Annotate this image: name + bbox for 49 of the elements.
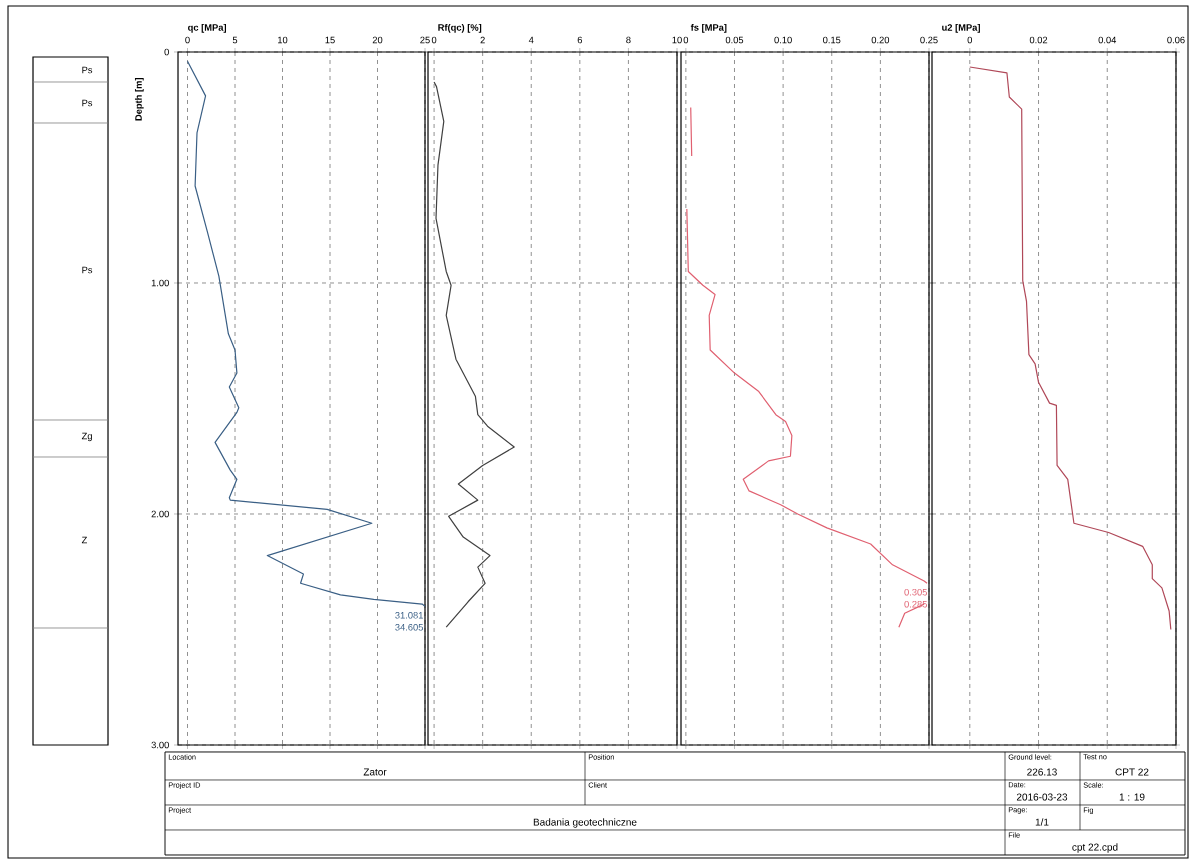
y-tick-label: 3.00 [151,741,169,749]
text: Ps [82,266,93,274]
x-tick-label: 8 [626,36,631,44]
y-tick-label: 0 [164,48,169,56]
y-tick-label: 2.00 [151,510,169,518]
x-tick-label: 0.20 [871,36,890,44]
x-axis-title: Rf(qc) [%] [438,23,482,33]
y-tick-label: 1.00 [151,279,169,287]
x-tick-label: 0 [185,36,190,44]
text: Z [81,536,87,544]
text: Badania geotechniczne [533,818,637,828]
x-tick-label: 15 [325,36,335,44]
x-tick-label: 20 [372,36,383,44]
line-series [186,60,426,607]
text: CPT 22 [1115,768,1149,776]
annotation: 0.305 [904,588,927,596]
x-tick-label: 5 [232,36,238,44]
text: Zator [363,768,387,776]
x-tick-label: 0.06 [1167,36,1185,44]
annotation: 34.605 [395,624,423,631]
y-axis-title: Depth [m] [134,78,144,121]
annotation: 0.285 [904,600,927,608]
x-tick-label: 0 [683,36,689,44]
x-tick-label: 10 [278,36,288,44]
x-tick-label: 0.15 [823,36,841,44]
x-tick-label: 0.02 [1029,36,1048,44]
x-tick-label: 0.10 [774,36,792,44]
text: cpt 22.cpd [1072,843,1118,853]
x-tick-label: 0 [967,36,973,44]
text: Ps [82,66,93,74]
x-tick-label: 2 [480,36,485,44]
text: Ps [82,99,93,107]
text: 2016-03-23 [1016,793,1068,801]
x-axis-title: fs [MPa] [690,23,727,33]
x-axis-title: qc [MPa] [188,23,227,33]
annotation: 31.081 [395,612,423,619]
x-tick-label: 6 [577,36,583,44]
x-tick-label: 4 [528,36,534,44]
x-tick-label: 10 [672,36,682,44]
text: 1 : 19 [1119,793,1145,801]
x-tick-label: 0.05 [725,36,744,44]
x-tick-label: 0.04 [1098,36,1117,44]
text: 1/1 [1035,818,1049,826]
x-tick-label: 0 [431,36,437,44]
x-tick-label: 25 [420,36,430,44]
text: 226.13 [1027,768,1057,776]
x-tick-label: 0.25 [920,36,938,44]
text: Zg [81,432,92,442]
x-axis-title: u2 [MPa] [942,23,980,33]
